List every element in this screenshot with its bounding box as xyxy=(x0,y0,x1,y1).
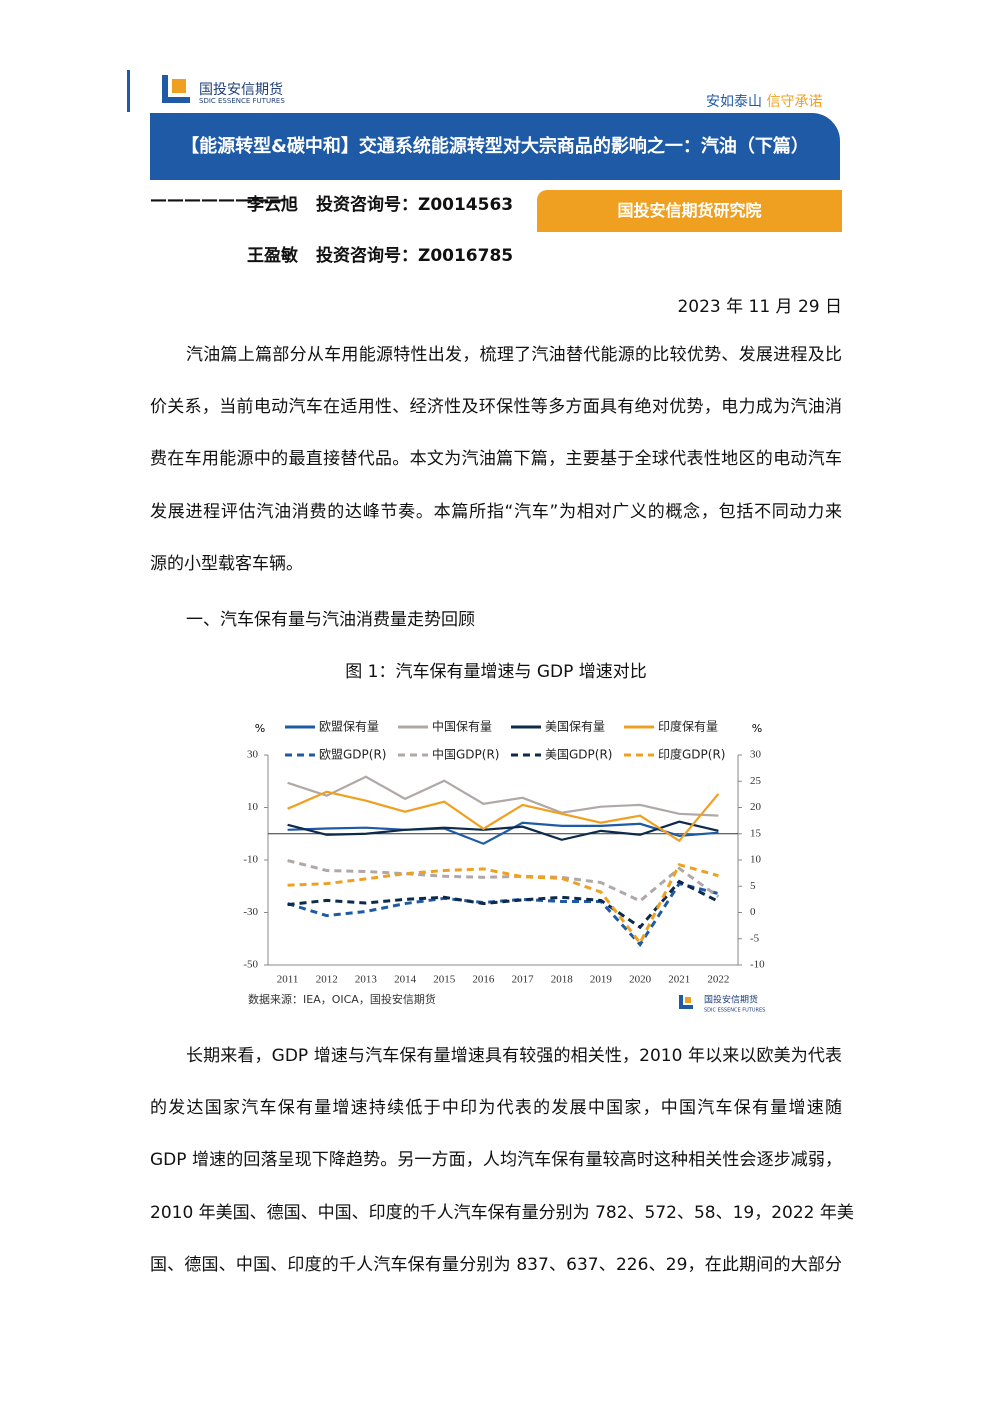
legend-label: 美国保有量 xyxy=(545,720,605,734)
slogan-b: 信守承诺 xyxy=(766,94,823,110)
x-tick-label: 2013 xyxy=(355,974,378,986)
x-tick-label: 2018 xyxy=(551,974,574,986)
series-line xyxy=(287,820,719,841)
y2-tick-label: 15 xyxy=(750,827,762,839)
y2-tick-label: 5 xyxy=(750,880,756,892)
series-line xyxy=(287,859,720,903)
x-tick-label: 2016 xyxy=(472,974,495,986)
paragraph-line: 长期来看，GDP 增速与汽车保有量增速具有较强的相关性，2010 年以来以欧美为… xyxy=(186,1046,842,1066)
chart: 数据来源：IEA，OICA，国投安信期货 国投安信期货 SDIC ESSENCE… xyxy=(243,719,765,1014)
y-tick-label: 10 xyxy=(247,801,259,813)
logo-icon xyxy=(162,75,190,103)
slogan: 安如泰山 信守承诺 xyxy=(706,91,822,111)
x-tick-label: 2021 xyxy=(668,974,690,986)
paragraph-line: 2010 年美国、德国、中国、印度的千人汽车保有量分别为 782、572、58、… xyxy=(150,1202,854,1223)
paragraph-line: 费在车用能源中的最直接替代品。本文为汽油篇下篇，主要基于全球代表性地区的电动汽车 xyxy=(150,449,842,470)
y-tick-label: 30 xyxy=(247,749,259,761)
series-line xyxy=(287,821,719,845)
x-tick-label: 2011 xyxy=(277,974,299,986)
header-bar xyxy=(127,70,130,112)
y-axis-label: % xyxy=(255,722,265,735)
x-tick-label: 2020 xyxy=(629,974,652,986)
logo-cn: 国投安信期货 xyxy=(199,82,283,98)
author-license: 投资咨询号：Z0016785 xyxy=(316,246,514,266)
series-line xyxy=(287,775,719,817)
paragraph-line: 的发达国家汽车保有量增速持续低于中印为代表的发展中国家，中国汽车保有量增速随 xyxy=(150,1098,842,1119)
y2-tick-label: -5 xyxy=(750,932,760,944)
y2-axis-label: % xyxy=(752,722,762,735)
figure-caption: 图 1：汽车保有量增速与 GDP 增速对比 xyxy=(345,662,647,682)
chart-logo-en: SDIC ESSENCE FUTURES xyxy=(704,1008,765,1014)
legend-label: 欧盟GDP(R) xyxy=(319,748,386,762)
y2-tick-label: 10 xyxy=(750,854,762,866)
x-tick-label: 2015 xyxy=(433,974,456,986)
x-tick-label: 2014 xyxy=(394,974,417,986)
x-tick-label: 2019 xyxy=(590,974,613,986)
series-line xyxy=(287,790,720,843)
author-name: 王盈敏 xyxy=(247,246,298,266)
y2-tick-label: -10 xyxy=(750,959,765,971)
chart-logo-cn: 国投安信期货 xyxy=(704,994,758,1006)
author-name: 李云旭 xyxy=(247,195,298,215)
x-tick-label: 2017 xyxy=(512,974,535,986)
paragraph-line: 源的小型载客车辆。 xyxy=(150,553,303,574)
slogan-a: 安如泰山 xyxy=(706,94,762,110)
paragraph-line: GDP 增速的回落呈现下降趋势。另一方面，人均汽车保有量较高时这种相关性会逐步减… xyxy=(150,1150,842,1171)
y2-tick-label: 0 xyxy=(750,906,756,918)
institute-box: 国投安信期货研究院 xyxy=(537,190,842,232)
series-line xyxy=(287,879,720,930)
x-tick-label: 2012 xyxy=(316,974,338,986)
legend-label: 印度GDP(R) xyxy=(658,747,725,762)
legend-label: 中国保有量 xyxy=(432,719,492,734)
legend-label: 印度保有量 xyxy=(658,719,718,734)
y-tick-label: -30 xyxy=(243,906,258,918)
date: 2023 年 11 月 29 日 xyxy=(677,297,842,317)
series-line xyxy=(287,862,719,946)
legend-label: 美国GDP(R) xyxy=(545,748,612,762)
logo-en: SDIC ESSENCE FUTURES xyxy=(199,97,285,105)
paragraph-line: 发展进程评估汽油消费的达峰节奏。本篇所指“汽车”为相对广义的概念，包括不同动力来 xyxy=(150,501,842,522)
paragraph-line: 国、德国、中国、印度的千人汽车保有量分别为 837、637、226、29，在此期… xyxy=(150,1254,842,1275)
x-tick-label: 2022 xyxy=(707,974,729,986)
legend-label: 中国GDP(R) xyxy=(432,747,499,762)
paragraph-line: 价关系，当前电动汽车在适用性、经济性及环保性等多方面具有绝对优势，电力成为汽油消 xyxy=(150,397,842,418)
legend-label: 欧盟保有量 xyxy=(319,720,379,734)
chart-source: 数据来源：IEA，OICA，国投安信期货 xyxy=(248,992,436,1006)
paragraph-line: 汽油篇上篇部分从车用能源特性出发，梳理了汽油替代能源的比较优势、发展进程及比 xyxy=(186,345,842,365)
author-license: 投资咨询号：Z0014563 xyxy=(316,195,514,215)
section-heading: 一、汽车保有量与汽油消费量走势回顾 xyxy=(186,610,475,630)
y2-tick-label: 20 xyxy=(750,801,762,813)
title-banner: 【能源转型&碳中和】交通系统能源转型对大宗商品的影响之一：汽油（下篇） xyxy=(150,113,840,180)
y2-tick-label: 25 xyxy=(750,775,762,787)
y-tick-label: -10 xyxy=(243,854,258,866)
author-dash: ———————— xyxy=(150,190,286,210)
y-tick-label: -50 xyxy=(243,959,258,971)
y2-tick-label: 30 xyxy=(750,749,762,761)
